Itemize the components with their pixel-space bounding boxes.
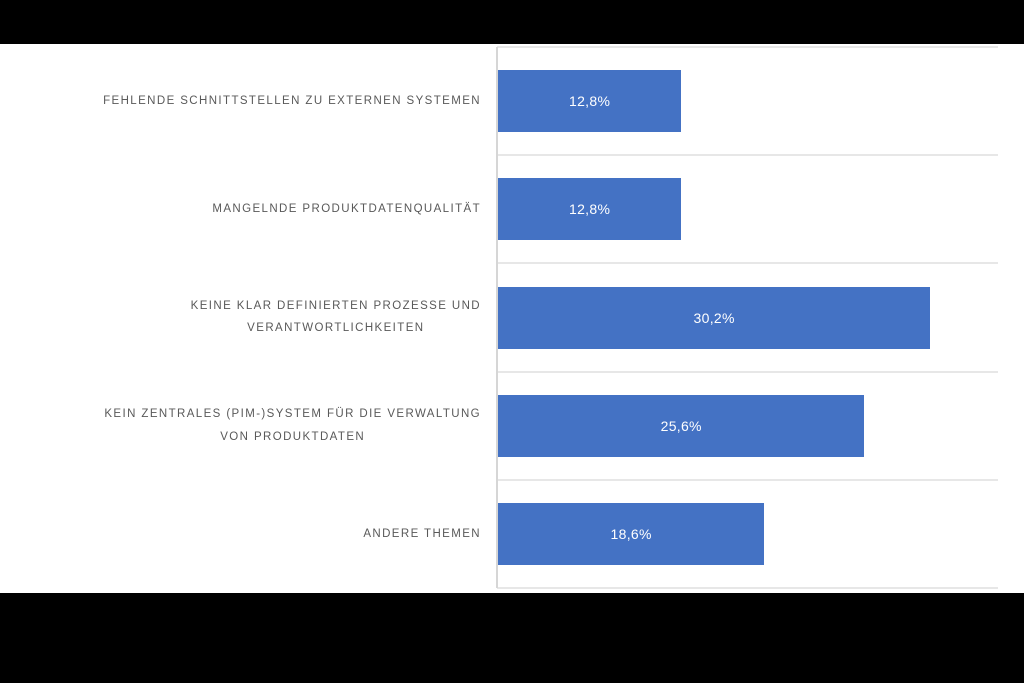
category-label: ANDERE THEMEN: [363, 527, 481, 540]
category-label: FEHLENDE SCHNITTSTELLEN ZU EXTERNEN SYST…: [103, 94, 481, 107]
bar-value-label: 25,6%: [660, 417, 702, 434]
category-gridline: [497, 478, 998, 481]
category-label-cell: MANGELNDE PRODUKTDATENQUALITÄT: [0, 155, 481, 263]
category-label-cell: ANDERE THEMEN: [0, 480, 481, 588]
category-gridline: [497, 46, 998, 48]
category-gridline: [497, 587, 998, 589]
bar-value-label: 12,8%: [569, 93, 611, 110]
bar-value-label: 30,2%: [693, 309, 735, 326]
bar: 25,6%: [498, 394, 865, 457]
category-gridline: [497, 154, 998, 157]
bar-value-label: 12,8%: [569, 201, 611, 218]
bar: 30,2%: [498, 286, 931, 349]
bar-value-label: 18,6%: [610, 525, 652, 542]
category-label-cell: KEIN ZENTRALES (PIM-)SYSTEM FÜR DIE VERW…: [0, 372, 481, 480]
category-label: KEINE KLAR DEFINIERTEN PROZESSE UND VERA…: [190, 300, 481, 335]
letterbox-bottom: [0, 593, 1024, 683]
bar: 12,8%: [498, 70, 682, 133]
category-label-cell: FEHLENDE SCHNITTSTELLEN ZU EXTERNEN SYST…: [0, 47, 481, 155]
bar: 12,8%: [498, 178, 682, 241]
category-label: KEIN ZENTRALES (PIM-)SYSTEM FÜR DIE VERW…: [104, 408, 481, 443]
category-gridline: [497, 370, 998, 373]
category-gridline: [497, 262, 998, 265]
bar: 18,6%: [498, 502, 765, 565]
category-label-cell: KEINE KLAR DEFINIERTEN PROZESSE UND VERA…: [0, 263, 481, 371]
category-label: MANGELNDE PRODUKTDATENQUALITÄT: [212, 203, 481, 216]
category-axis-line: [496, 47, 498, 588]
letterbox-top: [0, 0, 1024, 44]
